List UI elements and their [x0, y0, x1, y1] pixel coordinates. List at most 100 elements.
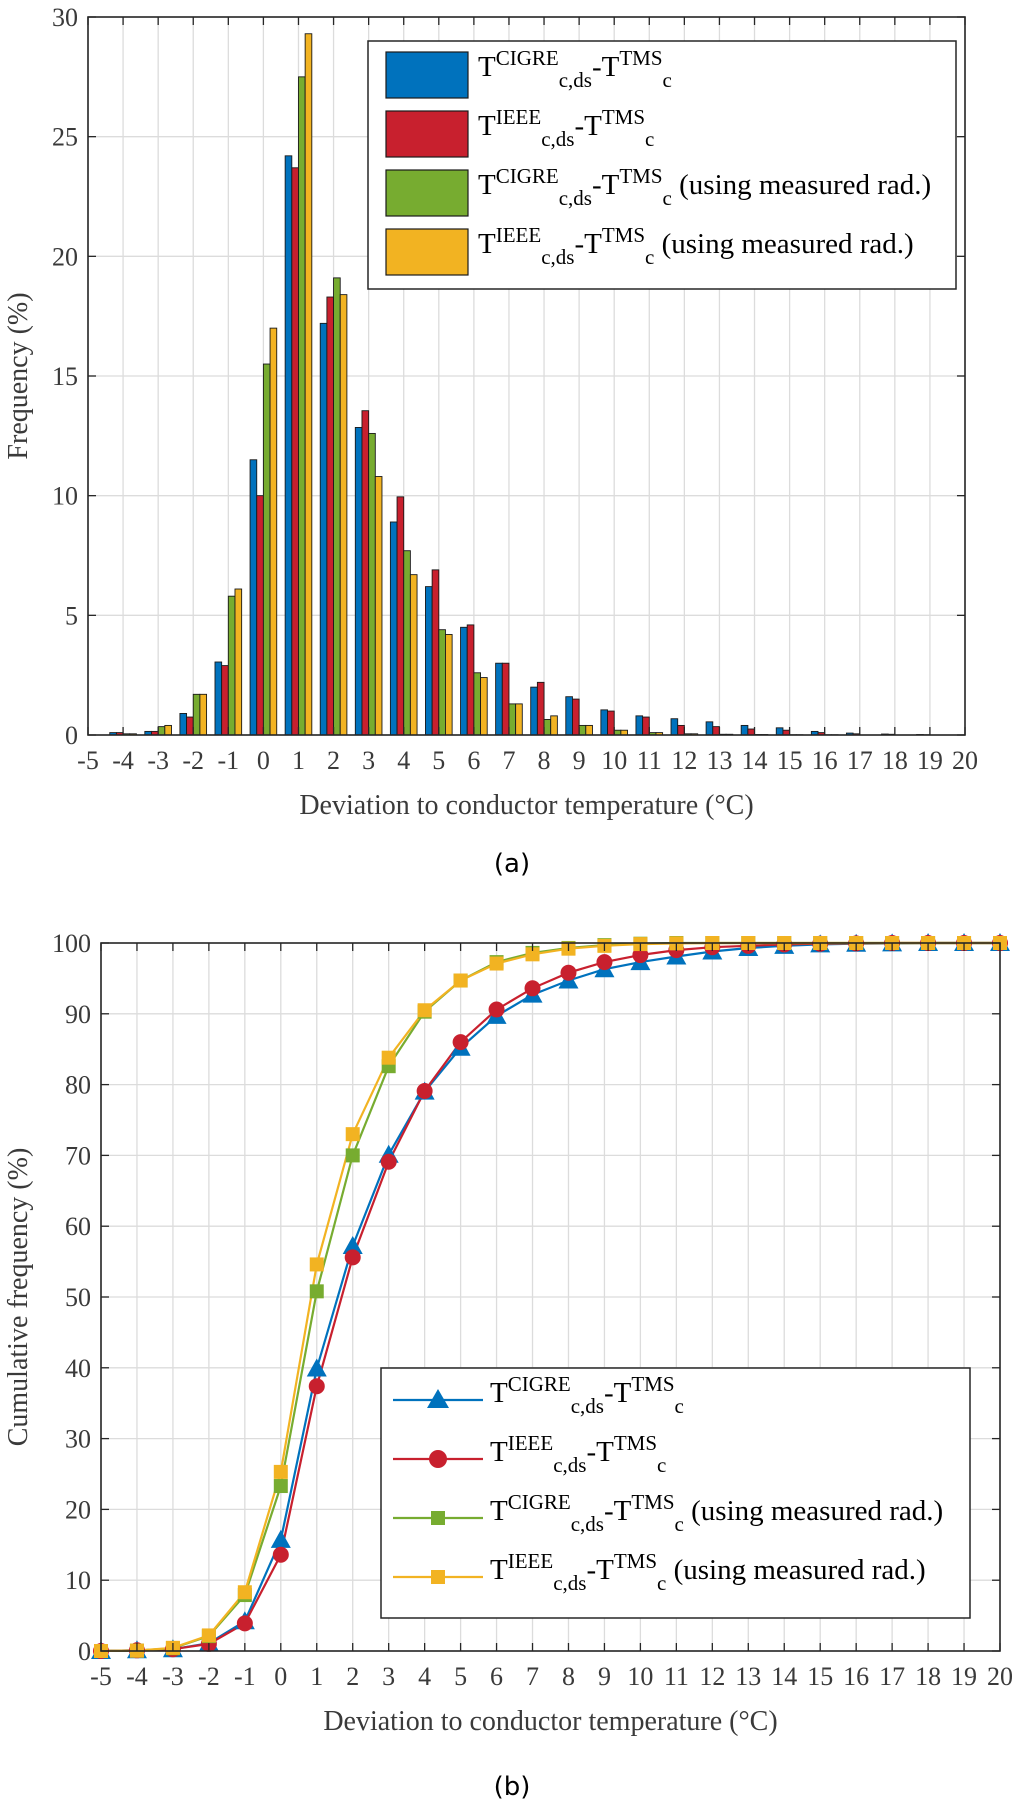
- a-xtick-label: -2: [182, 746, 204, 775]
- b-xtick-label: 2: [346, 1662, 359, 1691]
- b-xtick-label: -1: [234, 1662, 256, 1691]
- bar-4-x7: [515, 703, 523, 736]
- b-xtick-label: 14: [771, 1662, 797, 1691]
- a-xtick-label: 11: [637, 746, 662, 775]
- b-ytick-label: 40: [65, 1354, 91, 1383]
- b-ytick-label: 60: [65, 1212, 91, 1241]
- bar-1-x11: [635, 715, 644, 736]
- bar-3-x4: [403, 550, 411, 736]
- a-ytick-label: 5: [65, 601, 78, 630]
- bar-2-x11: [642, 716, 650, 736]
- a-x-axis-label: Deviation to conductor temperature (°C): [299, 790, 753, 821]
- bar-3-x5: [438, 629, 446, 736]
- b-xtick-label: 8: [562, 1662, 575, 1691]
- bar-2-x7: [501, 662, 510, 736]
- b-ytick-label: 80: [65, 1071, 91, 1100]
- a-xtick-label: -5: [77, 746, 99, 775]
- point-s4-x3: [381, 1050, 396, 1065]
- bar-1-x8: [530, 686, 538, 736]
- bar-1-x13: [705, 721, 714, 736]
- bar-4-x-2: [199, 693, 208, 736]
- bar-1-x14: [740, 724, 749, 736]
- b-xtick-label: 3: [382, 1662, 395, 1691]
- a-ytick-label: 15: [52, 362, 78, 391]
- bar-4-x5: [445, 634, 453, 736]
- b-ytick-label: 50: [65, 1283, 91, 1312]
- point-s4-x7: [525, 947, 540, 962]
- a-xtick-label: 2: [327, 746, 340, 775]
- bar-1-x7: [495, 662, 503, 736]
- bar-1-x5: [425, 586, 433, 736]
- a-legend-swatch-2: [385, 110, 469, 158]
- chart-panel-b: -5 -4 -3 -2 -1 0 1 2 3 4 5 6 7 8 9 10 11 12 13 14 15 16 17 18 19…: [3, 929, 1013, 1802]
- b-ytick-label: 90: [65, 1000, 91, 1029]
- a-xtick-label: 19: [917, 746, 943, 775]
- bar-3-x-1: [227, 595, 236, 736]
- bar-2-x4: [396, 496, 405, 736]
- bar-2-x2: [326, 296, 335, 736]
- a-xtick-label: 3: [362, 746, 375, 775]
- b-xtick-label: 4: [418, 1662, 431, 1691]
- point-s4-x6: [489, 956, 504, 971]
- point-s2-x-1: [236, 1615, 253, 1632]
- b-y-axis-label: Cumulative frequency (%): [3, 1148, 34, 1447]
- a-xtick-label: 13: [706, 746, 732, 775]
- bar-1-x6: [460, 626, 468, 736]
- point-s2-x4: [416, 1082, 433, 1099]
- bar-2-x9: [572, 698, 580, 736]
- b-xtick-label: 10: [627, 1662, 653, 1691]
- b-x-axis-label: Deviation to conductor temperature (°C): [323, 1706, 777, 1737]
- b-ytick-label: 100: [52, 929, 91, 958]
- point-s2-x1: [308, 1378, 325, 1395]
- bar-2-x12: [677, 724, 685, 736]
- bar-4-x-1: [234, 588, 243, 736]
- a-xtick-label: 7: [502, 746, 515, 775]
- b-xtick-label: 1: [310, 1662, 323, 1691]
- bar-2-x0: [256, 495, 264, 736]
- bar-3-x-2: [192, 693, 201, 736]
- point-s2-x7: [524, 980, 541, 997]
- point-s4-x4: [417, 1003, 432, 1018]
- point-s2-x6: [488, 1001, 505, 1018]
- b-xtick-label: 11: [664, 1662, 689, 1691]
- b-xtick-label: 9: [598, 1662, 611, 1691]
- b-ytick-label: 0: [78, 1637, 91, 1666]
- point-s2-x9: [596, 954, 613, 971]
- b-legend-label-4: TIEEEc,ds-TTMSc (using measured rad.): [490, 1549, 926, 1595]
- bar-1-x0: [249, 459, 258, 736]
- a-xtick-label: -3: [147, 746, 169, 775]
- chart-panel-a: -5 -4 -3 -2 -1 0 1 2 3 4 5 6 7 8 9 10 11 12 13 14 15 16 17 18 19…: [3, 3, 978, 879]
- a-y-axis-label: Frequency (%): [3, 292, 34, 459]
- bar-1-x-1: [214, 661, 223, 736]
- bar-3-x7: [508, 703, 517, 736]
- point-s2-x3: [380, 1153, 397, 1170]
- b-xtick-label: 16: [843, 1662, 869, 1691]
- point-s3-x1: [309, 1284, 324, 1299]
- point-s2-x5: [452, 1034, 469, 1051]
- b-legend: TCIGREc,ds-TTMSc TIEEEc,ds-TTMSc TCIGREc,d…: [380, 1367, 971, 1619]
- b-xtick-label: -2: [198, 1662, 220, 1691]
- point-s2-x0: [272, 1546, 289, 1563]
- point-s1-x1: [306, 1358, 327, 1377]
- a-xtick-label: 8: [538, 746, 551, 775]
- a-xtick-label: 15: [777, 746, 803, 775]
- point-s2-x8: [560, 964, 577, 981]
- a-legend-label-4: TIEEEc,ds-TTMSc (using measured rad.): [478, 223, 914, 269]
- b-xtick-label: 13: [735, 1662, 761, 1691]
- bar-1-x10: [600, 709, 608, 736]
- bar-4-x9: [585, 724, 593, 736]
- a-ytick-label: 30: [52, 3, 78, 32]
- point-s1-x0: [270, 1529, 291, 1548]
- bar-2-x1: [291, 167, 299, 736]
- b-legend-marker-3: [431, 1511, 445, 1525]
- a-legend-label-2: TIEEEc,ds-TTMSc: [478, 105, 654, 151]
- a-legend-swatch-3: [385, 169, 469, 217]
- a-ytick-label: 10: [52, 482, 78, 511]
- point-s1-x2: [342, 1236, 363, 1255]
- bar-1-x15: [775, 727, 784, 736]
- point-s4-x0: [273, 1464, 288, 1479]
- point-s4-x-2: [201, 1628, 216, 1643]
- bar-3-x-3: [157, 726, 166, 736]
- bar-1-x4: [389, 521, 398, 736]
